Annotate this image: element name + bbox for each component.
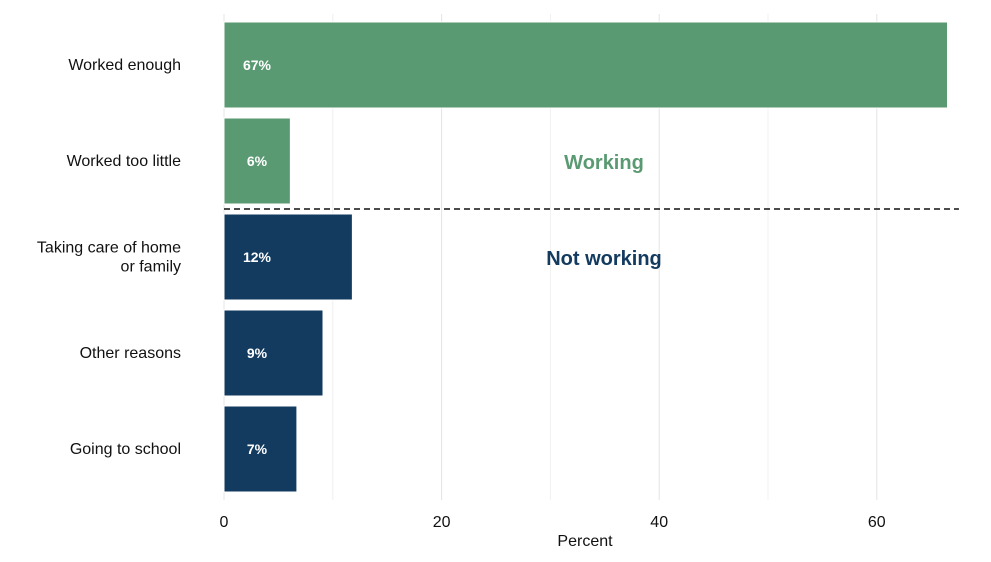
category-label-2: Taking care of home or family	[37, 240, 181, 276]
bar-3	[223, 309, 324, 397]
data-label-2: 12%	[243, 249, 272, 265]
x-tick-label-1: 20	[433, 514, 451, 531]
annotation-working: Working	[564, 152, 644, 174]
data-label-3: 9%	[247, 345, 268, 361]
category-label-3: Other reasons	[80, 345, 181, 362]
value-labels: 67% 6% 12% 9% 7%	[243, 57, 272, 457]
data-label-1: 6%	[247, 153, 268, 169]
category-labels: Worked enough Worked too little Taking car…	[37, 57, 181, 458]
bar-0	[223, 21, 949, 109]
bar-2	[223, 213, 353, 301]
x-axis-ticks: 0 20 40 60	[220, 514, 886, 531]
category-label-1: Worked too little	[67, 153, 182, 170]
bar-1	[223, 117, 291, 205]
category-label-0: Worked enough	[68, 57, 181, 74]
x-tick-label-0: 0	[220, 514, 229, 531]
x-axis-title: Percent	[557, 533, 613, 550]
data-label-4: 7%	[247, 441, 268, 457]
annotation-not-working: Not working	[546, 248, 662, 270]
category-label-4: Going to school	[70, 441, 181, 458]
x-tick-label-2: 40	[650, 514, 668, 531]
x-tick-label-3: 60	[868, 514, 886, 531]
bars	[223, 21, 949, 493]
bar-4	[223, 405, 298, 493]
data-label-0: 67%	[243, 57, 272, 73]
